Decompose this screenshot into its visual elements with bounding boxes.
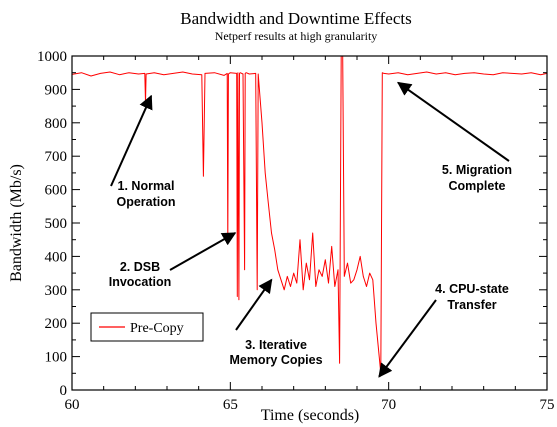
annotation-arrow [110,94,153,187]
series-layer [71,55,548,374]
legend: Pre-Copy [90,312,204,342]
annotation-line: Memory Copies [229,353,322,367]
y-tick-label: 1000 [37,49,67,65]
y-tick-label: 100 [45,350,68,366]
annotation-line: 1. Normal [118,179,175,193]
annotation-arrow [397,81,510,162]
annotation-line: 4. CPU-state [435,282,509,296]
y-tick-label: 500 [45,216,68,232]
annotation-line: Operation [116,195,175,209]
annotation-line: Transfer [447,298,496,312]
x-axis-label: Time (seconds) [261,407,360,424]
x-tick-label: 65 [223,397,238,413]
annotation-line: 2. DSB [120,260,160,274]
series-line [71,55,548,374]
y-tick-label: 0 [60,383,68,399]
x-tick-label: 75 [540,397,555,413]
annotation-text: 5. Migration Complete [442,163,512,193]
legend-label: Pre-Copy [130,321,184,336]
annotation-arrow [169,232,237,271]
annotation-arrow [378,299,437,378]
y-tick-label: 900 [45,82,68,98]
annotation-text: 2. DSB Invocation [109,260,172,289]
chart-title: Bandwidth and Downtime Effects [180,9,412,28]
x-axis: 60 65 70 75 [65,56,555,413]
annotation-text: 1. Normal Operation [116,179,175,209]
annotation-text: 4. CPU-state Transfer [435,282,509,312]
annotation-arrow [235,278,273,331]
annotation-text: 3. Iterative Memory Copies [229,338,322,367]
y-tick-label: 700 [45,149,68,165]
y-tick-label: 600 [45,183,68,199]
annotations: 1. Normal Operation 2. DSB Invocation 3. Ite… [109,81,512,378]
x-tick-label: 70 [381,397,396,413]
y-tick-label: 400 [45,249,68,265]
x-tick-label: 60 [65,397,80,413]
y-tick-label: 200 [45,316,68,332]
y-axis-label: Bandwidth (Mb/s) [8,164,25,282]
annotation-line: Complete [449,179,506,193]
chart-subtitle: Netperf results at high granularity [215,29,378,43]
y-tick-label: 300 [45,283,68,299]
annotation-line: 3. Iterative [245,338,307,352]
y-tick-label: 800 [45,116,68,132]
y-axis: 0 100 200 300 400 500 600 700 800 900 1000 [37,49,547,399]
annotation-line: 5. Migration [442,163,512,177]
annotation-line: Invocation [109,275,172,289]
